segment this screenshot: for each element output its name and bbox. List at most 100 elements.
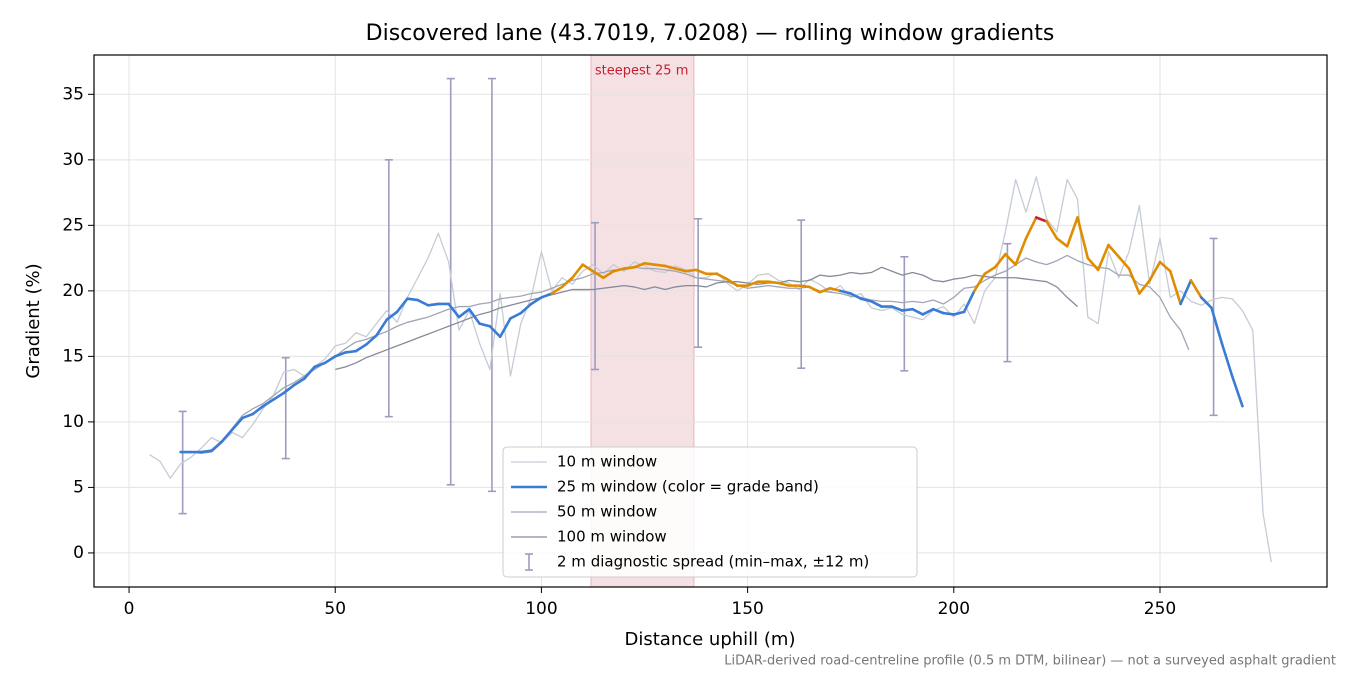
line-segment: [519, 302, 533, 315]
x-tick-label: 200: [938, 599, 970, 619]
chart-title: Discovered lane (43.7019, 7.0208) — roll…: [366, 21, 1055, 46]
y-tick-label: 20: [62, 281, 84, 301]
line-segment: [622, 265, 636, 270]
line-segment: [220, 428, 234, 443]
line-segment: [766, 280, 780, 285]
line-segment: [447, 302, 461, 319]
line-segment: [1117, 255, 1131, 270]
x-tick-label: 100: [525, 599, 557, 619]
line-segment: [385, 310, 399, 321]
y-tick-label: 35: [62, 84, 84, 104]
line-segment: [1220, 341, 1234, 378]
line-segment: [550, 285, 564, 295]
line-segment: [251, 404, 265, 416]
legend-label: 50 m window: [557, 503, 657, 521]
line-segment: [643, 262, 657, 266]
line-segment: [1096, 243, 1110, 272]
line-segment: [1230, 374, 1244, 408]
series-line: [180, 254, 1190, 454]
line-segment: [663, 264, 677, 270]
line-segment: [375, 318, 389, 337]
line-segment: [797, 284, 811, 289]
line-segment: [529, 296, 543, 306]
line-segment: [571, 263, 584, 280]
line-segment: [612, 267, 626, 273]
line-segment: [406, 297, 420, 302]
line-segment: [601, 269, 615, 280]
plot-frame: [93, 54, 1328, 588]
line-segment: [364, 334, 378, 346]
y-tick-label: 0: [73, 543, 84, 563]
line-segment: [344, 349, 358, 354]
legend-label: 25 m window (color = grade band): [557, 478, 819, 496]
legend-box: [502, 446, 918, 578]
line-segment: [653, 263, 667, 268]
line-segment: [1055, 237, 1069, 248]
line-segment: [581, 263, 595, 273]
line-segment: [942, 311, 956, 316]
line-segment: [849, 292, 863, 301]
series-line: [149, 176, 1272, 563]
line-segment: [1004, 252, 1017, 266]
line-segment: [261, 398, 275, 408]
line-segment: [292, 377, 306, 387]
line-segment: [921, 307, 935, 316]
line-segment: [715, 272, 729, 281]
line-segment: [983, 265, 997, 276]
line-segment: [272, 391, 285, 401]
highlight-label: steepest 25 m: [595, 64, 688, 79]
line-segment: [303, 365, 316, 380]
legend-label: 10 m window: [557, 453, 657, 471]
line-segment: [467, 307, 481, 325]
line-segment: [1024, 216, 1038, 240]
y-tick-label: 25: [62, 215, 84, 235]
line-segment: [313, 361, 327, 369]
line-segment: [890, 305, 904, 312]
y-tick-label: 30: [62, 150, 84, 170]
line-segment: [509, 311, 523, 320]
series-line: [335, 266, 1078, 371]
y-tick-label: 10: [62, 412, 84, 432]
line-segment: [859, 297, 873, 303]
line-segment: [1034, 216, 1048, 223]
line-segment: [808, 285, 822, 294]
line-segment: [1086, 256, 1100, 272]
y-tick-label: 15: [62, 346, 84, 366]
line-segment: [426, 302, 440, 307]
line-segment: [199, 449, 213, 454]
line-segment: [1168, 269, 1182, 306]
line-segment: [1076, 216, 1090, 260]
x-tick-label: 250: [1144, 599, 1176, 619]
legend-label: 2 m diagnostic spread (min–max, ±12 m): [557, 553, 869, 571]
line-segment: [952, 310, 966, 316]
line-segment: [591, 269, 605, 280]
line-segment: [818, 286, 832, 294]
line-segment: [632, 262, 646, 269]
line-segment: [241, 412, 255, 420]
legend-label: 100 m window: [557, 528, 667, 546]
line-segment: [1107, 243, 1121, 259]
x-tick-label: 150: [731, 599, 763, 619]
line-segment: [230, 416, 244, 432]
line-segment: [1127, 267, 1141, 295]
footnote: LiDAR-derived road-centreline profile (0…: [724, 654, 1336, 669]
line-segment: [870, 300, 883, 308]
y-tick-label: 5: [73, 477, 84, 497]
line-segment: [973, 272, 987, 293]
line-segment: [1138, 279, 1151, 295]
line-segment: [1045, 220, 1059, 240]
line-segment: [1148, 260, 1162, 282]
line-segment: [1179, 279, 1193, 306]
line-segment: [746, 280, 760, 287]
line-segment: [777, 281, 791, 287]
line-segment: [540, 292, 554, 299]
line-segment: [931, 307, 945, 315]
line-segment: [839, 289, 853, 295]
line-segment: [900, 307, 914, 312]
line-segment: [282, 383, 296, 395]
line-segment: [1065, 216, 1079, 248]
x-axis-label: Distance uphill (m): [625, 629, 796, 650]
line-segment: [1210, 306, 1224, 345]
line-segment: [416, 298, 430, 307]
